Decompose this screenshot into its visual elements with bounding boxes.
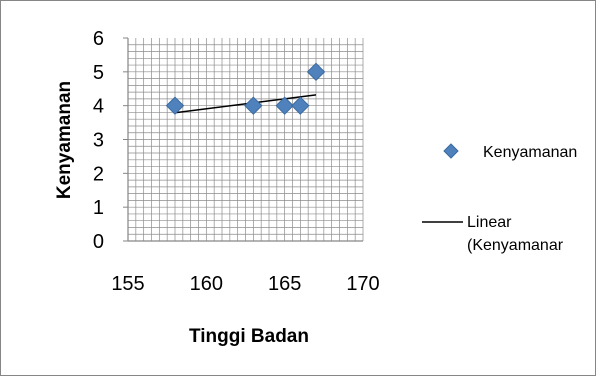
legend: Kenyamanan Linear (Kenyamanar bbox=[422, 143, 577, 254]
legend-marker-diamond bbox=[443, 143, 459, 159]
y-tick-label: 0 bbox=[93, 231, 104, 253]
trendline bbox=[174, 94, 317, 114]
x-tick-label: 170 bbox=[346, 273, 379, 295]
y-tick-label: 4 bbox=[93, 96, 104, 118]
data-point bbox=[291, 96, 310, 115]
trendline-layer bbox=[174, 94, 317, 114]
x-tick-label: 165 bbox=[268, 273, 301, 295]
legend-label-trend-line1: Linear bbox=[467, 214, 512, 231]
data-point bbox=[244, 96, 263, 115]
x-axis-title: Tinggi Badan bbox=[189, 326, 309, 347]
x-tick-label: 160 bbox=[190, 273, 223, 295]
y-tick-label: 5 bbox=[93, 62, 104, 84]
tick-labels: 0 1 2 3 4 5 6 155 160 165 170 bbox=[93, 28, 380, 295]
y-tick-label: 1 bbox=[93, 197, 104, 219]
data-point bbox=[306, 62, 326, 82]
y-tick-label: 6 bbox=[93, 28, 104, 50]
y-axis-title: Kenyamanan bbox=[54, 81, 75, 199]
y-tick-label: 3 bbox=[93, 130, 104, 152]
data-point bbox=[275, 96, 294, 115]
axes bbox=[123, 37, 363, 242]
legend-label-trend-line2: (Kenyamanar bbox=[467, 237, 564, 254]
y-tick-label: 2 bbox=[93, 163, 104, 185]
data-point bbox=[165, 96, 185, 115]
legend-label-series: Kenyamanan bbox=[483, 144, 577, 161]
grid bbox=[128, 38, 364, 241]
x-tick-label: 155 bbox=[111, 273, 144, 295]
data-points bbox=[165, 62, 326, 115]
